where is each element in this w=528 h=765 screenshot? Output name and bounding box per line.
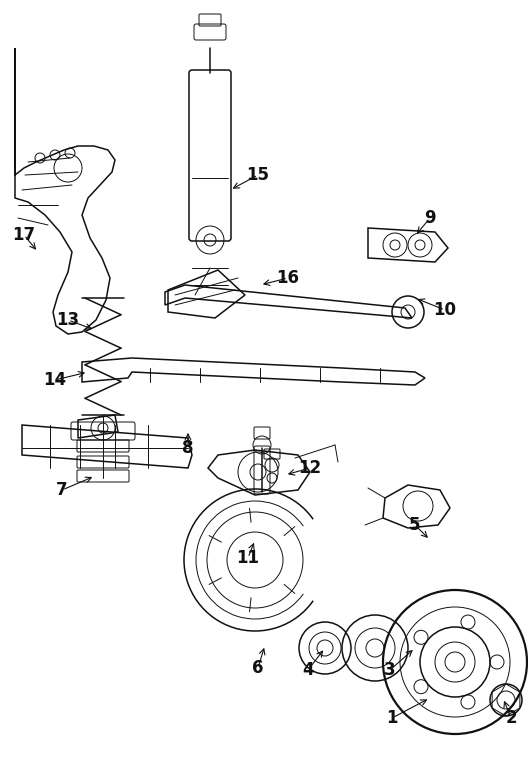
Text: 5: 5	[409, 516, 421, 534]
Text: 16: 16	[277, 269, 299, 287]
Text: 7: 7	[56, 481, 68, 499]
Text: 17: 17	[13, 226, 35, 244]
Text: 9: 9	[424, 209, 436, 227]
Text: 3: 3	[384, 661, 396, 679]
Text: 12: 12	[298, 459, 322, 477]
Text: 10: 10	[433, 301, 457, 319]
Text: 11: 11	[237, 549, 259, 567]
Text: 1: 1	[386, 709, 398, 727]
Text: 8: 8	[182, 439, 194, 457]
Text: 15: 15	[247, 166, 269, 184]
Text: 2: 2	[505, 709, 517, 727]
Text: 14: 14	[43, 371, 67, 389]
Text: 4: 4	[302, 661, 314, 679]
Text: 13: 13	[56, 311, 80, 329]
Text: 6: 6	[252, 659, 264, 677]
